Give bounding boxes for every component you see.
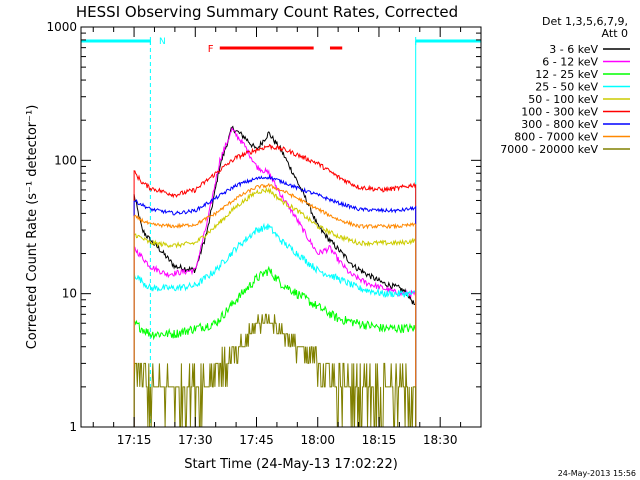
x-axis-label: Start Time (24-May-13 17:02:22) [184,457,398,472]
series-line-6 [133,143,417,427]
x-tick-label: 18:15 [362,433,397,447]
legend-entry-label: 7000 - 20000 keV [500,143,598,156]
x-tick-label: 18:30 [423,433,458,447]
series-line-2 [133,126,417,427]
x-tick-label: 17:15 [117,433,152,447]
legend-entry-label: 50 - 100 keV [528,93,598,106]
x-axis: 17:15 17:30 17:45 18:00 18:15 18:30 [92,27,482,447]
plot-frame [80,26,482,428]
series-line-9 [133,313,417,427]
chart-title: HESSI Observing Summary Count Rates, Cor… [76,3,458,21]
y-tick-label: 1 [69,420,77,434]
series-line-1 [133,125,417,427]
x-tick-label: 17:45 [239,433,274,447]
x-tick-label: 17:30 [178,433,213,447]
legend-entry-label: 100 - 300 keV [521,106,598,119]
legend-header-line-1: Det 1,3,5,6,7,9, [542,15,628,28]
legend-entry-label: 25 - 50 keV [535,81,598,94]
y-tick-label: 1000 [46,20,77,34]
y-axis: 1 10 100 1000 [46,20,481,434]
legend-entry-label: 3 - 6 keV [549,43,598,56]
timestamp: 24-May-2013 15:56 [558,469,636,478]
series-line-5 [133,186,417,427]
legend-entry-label: 800 - 7000 keV [514,131,598,144]
series-line-7 [133,174,417,427]
legend-entry-label: 12 - 25 keV [535,68,598,81]
y-tick-label: 100 [54,153,77,167]
legend-entry-label: 6 - 12 keV [542,56,598,69]
x-tick-label: 18:00 [300,433,335,447]
legend-entry-label: 300 - 800 keV [521,118,598,131]
y-axis-label: Corrected Count Rate (s⁻¹ detector⁻¹) [25,105,40,350]
y-tick-label: 10 [62,287,77,301]
legend-header-line-2: Att 0 [602,27,628,40]
series-line-8 [133,182,417,427]
series-lines [133,125,417,427]
night-marker: N [159,37,166,47]
flare-marker: F [208,44,214,55]
series-line-3 [133,265,417,427]
series-line-4 [133,222,417,427]
